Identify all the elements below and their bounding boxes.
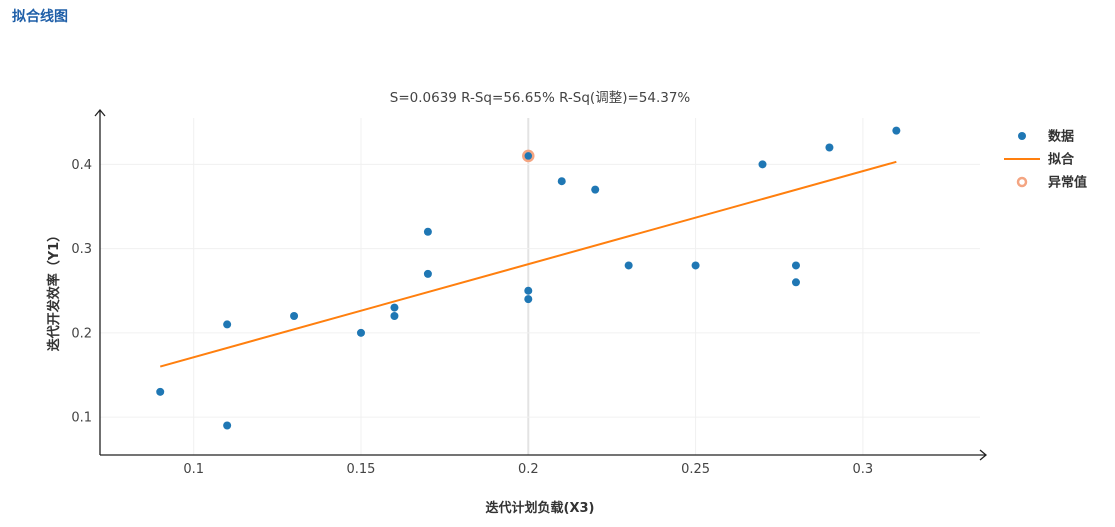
data-point [524, 295, 533, 304]
x-tick-label: 0.15 [347, 462, 376, 477]
data-point [557, 177, 566, 186]
data-point [791, 278, 800, 287]
data-point [423, 227, 432, 236]
data-point [223, 320, 232, 329]
y-axis-title: 迭代开发效率（Y1） [46, 229, 62, 351]
legend-label: 拟合 [1048, 152, 1075, 168]
legend-dot-swatch [1018, 132, 1026, 140]
data-point [423, 269, 432, 278]
data-point [825, 143, 834, 152]
x-tick-label: 0.1 [183, 462, 204, 477]
legend-label: 异常值 [1048, 175, 1087, 191]
y-tick-label: 0.3 [71, 242, 92, 257]
data-point [290, 311, 299, 320]
fit-statistics: S=0.0639 R-Sq=56.65% R-Sq(调整)=54.37% [390, 90, 691, 106]
outlier-point [522, 149, 535, 163]
data-point [223, 421, 232, 430]
y-tick-label: 0.4 [71, 158, 92, 173]
page-title: 拟合线图 [12, 9, 68, 25]
legend-outlier-swatch [1016, 176, 1028, 188]
x-tick-label: 0.25 [681, 462, 710, 477]
x-tick-label: 0.2 [518, 462, 539, 477]
data-point [390, 303, 399, 312]
x-axis-title: 迭代计划负载(X3) [486, 500, 595, 516]
y-tick-label: 0.2 [71, 326, 92, 341]
data-point [691, 261, 700, 270]
x-axis-arrow [979, 449, 988, 461]
data-point [591, 185, 600, 194]
data-point [356, 328, 365, 337]
data-point [390, 311, 399, 320]
y-tick-label: 0.1 [71, 411, 92, 426]
data-point [892, 126, 901, 135]
data-point [524, 286, 533, 295]
data-point [624, 261, 633, 270]
data-point [791, 261, 800, 270]
grid-layer [100, 118, 980, 455]
y-axis-arrow [94, 108, 106, 117]
axes-layer [94, 108, 988, 461]
fit-line [159, 160, 897, 368]
ticks-layer: 0.1 0.15 0.2 0.25 0.3 0.1 0.2 0.3 0.4 [71, 158, 873, 477]
marks-layer [156, 126, 901, 430]
legend-label: 数据 [1048, 129, 1074, 145]
x-tick-label: 0.3 [853, 462, 874, 477]
data-point [758, 160, 767, 169]
data-point [156, 387, 165, 396]
